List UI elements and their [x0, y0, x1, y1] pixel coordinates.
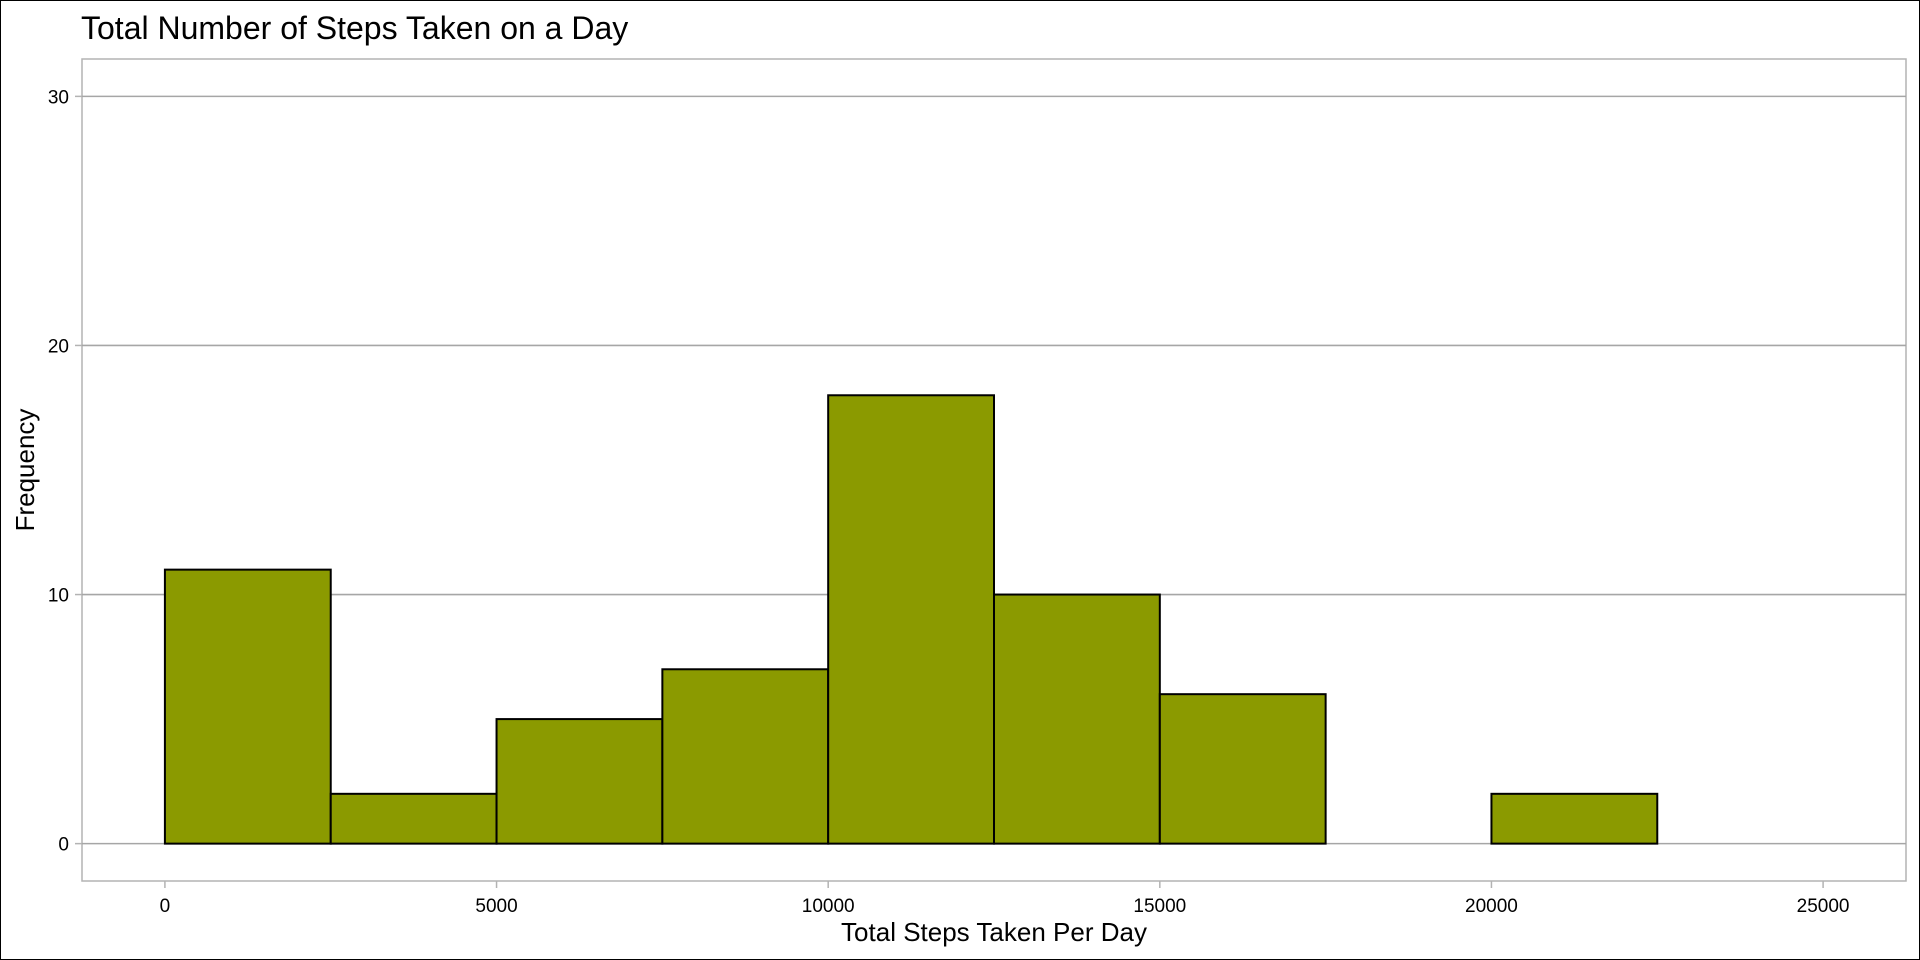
plot-panel-border [81, 58, 1907, 882]
x-axis: 0 5000 10000 15000 20000 25000 [160, 881, 1850, 917]
x-tick-label: 25000 [1797, 896, 1850, 917]
histogram-bar-6 [1158, 693, 1327, 845]
histogram-bar-4 [827, 394, 995, 845]
histogram-bar-1 [329, 792, 498, 845]
y-tick-label: 30 [48, 87, 69, 108]
x-axis-title: Total Steps Taken Per Day [841, 917, 1147, 947]
histogram-bar-5 [993, 593, 1161, 845]
y-tick-label: 20 [48, 336, 69, 357]
y-tick-label: 10 [48, 586, 69, 607]
y-axis: 0 10 20 30 [48, 87, 82, 856]
histogram-bar-8 [1490, 792, 1659, 845]
chart-title: Total Number of Steps Taken on a Day [81, 10, 628, 46]
x-tick-label: 10000 [802, 896, 855, 917]
histogram-bar-2 [495, 718, 664, 845]
x-tick-label: 20000 [1465, 896, 1518, 917]
histogram-bar-3 [661, 668, 830, 845]
histogram-bars [163, 394, 1659, 845]
y-axis-title: Frequency [10, 409, 40, 532]
x-tick-label: 5000 [475, 896, 517, 917]
histogram-bar-0 [163, 568, 332, 845]
x-tick-label: 0 [160, 896, 171, 917]
y-tick-label: 0 [58, 835, 69, 856]
x-tick-label: 15000 [1133, 896, 1186, 917]
